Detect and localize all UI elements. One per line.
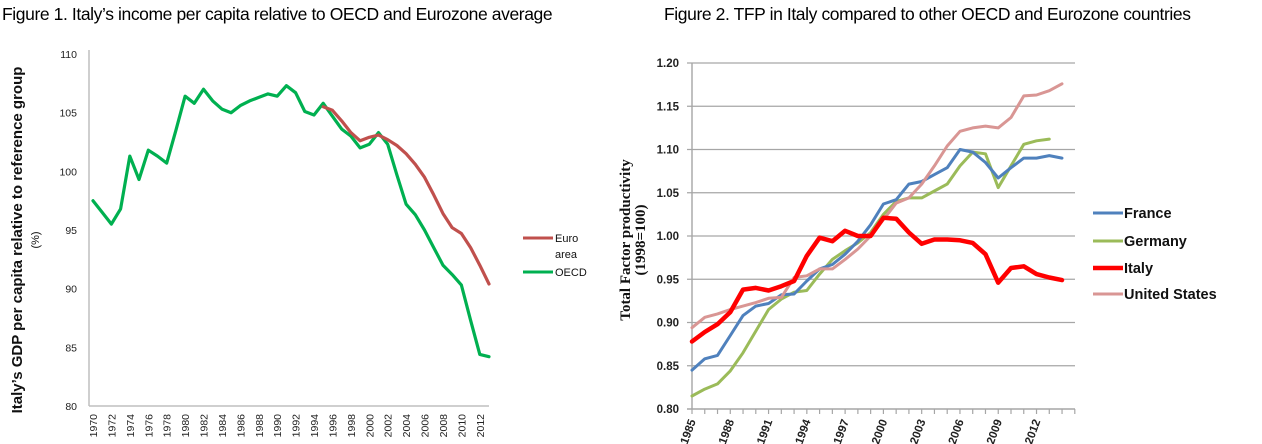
y-tick-label: 0.80 xyxy=(657,404,679,416)
x-tick-label: 1976 xyxy=(143,414,155,438)
x-tick-label: 2008 xyxy=(438,414,450,438)
x-tick-label: 1978 xyxy=(162,414,174,438)
y-axis-subtitle: (1998=100) xyxy=(633,204,649,275)
y-tick-label: 0.90 xyxy=(657,318,679,330)
x-tick-label: 1991 xyxy=(755,417,775,444)
x-tick-label: 2010 xyxy=(456,414,468,438)
y-axis-subtitle: (%) xyxy=(30,231,42,248)
x-tick-label: 1998 xyxy=(346,414,358,438)
y-tick-label: 90 xyxy=(65,284,77,296)
y-tick-label: 1.10 xyxy=(657,145,679,157)
legend-label: Germany xyxy=(1124,234,1187,250)
x-tick-label: 1990 xyxy=(272,414,284,438)
x-tick-label: 2002 xyxy=(383,414,395,438)
y-tick-label: 0.95 xyxy=(657,274,680,286)
x-tick-label: 2003 xyxy=(908,418,928,444)
series-line-france xyxy=(690,148,1064,372)
y-tick-label: 85 xyxy=(65,342,77,354)
x-tick-label: 2000 xyxy=(870,418,890,444)
y-axis-title: Total Factor productivity xyxy=(618,159,634,321)
legend-label: France xyxy=(1124,206,1172,222)
y-tick-label: 0.85 xyxy=(657,361,680,373)
y-tick-label: 100 xyxy=(59,166,77,178)
x-tick-label: 1988 xyxy=(254,414,266,438)
legend-label: Euro xyxy=(555,233,578,245)
x-tick-label: 2006 xyxy=(420,414,432,438)
series-line-oecd xyxy=(91,84,491,359)
x-tick-label: 1992 xyxy=(291,414,303,438)
x-tick-label: 2009 xyxy=(985,418,1005,444)
figure-2-title: Figure 2. TFP in Italy compared to other… xyxy=(664,4,1191,24)
x-tick-label: 2006 xyxy=(947,418,967,444)
legend-label: area xyxy=(555,249,578,261)
x-tick-label: 1996 xyxy=(327,414,339,438)
y-axis-title: Italy’s GDP per capita relative to refer… xyxy=(9,67,26,414)
figure-1-title: Figure 1. Italy’s income per capita rela… xyxy=(2,4,553,24)
legend-label: United States xyxy=(1124,287,1217,303)
series-line-germany xyxy=(690,137,1051,398)
x-tick-label: 1997 xyxy=(832,418,852,444)
x-tick-label: 1985 xyxy=(679,417,699,444)
series-line-italy xyxy=(689,215,1065,344)
x-tick-label: 1988 xyxy=(717,417,737,444)
x-tick-label: 1982 xyxy=(199,414,211,438)
x-tick-label: 1984 xyxy=(217,414,229,438)
legend-label: OECD xyxy=(555,267,587,279)
x-tick-label: 1974 xyxy=(125,414,137,438)
y-tick-label: 80 xyxy=(65,401,77,413)
y-tick-label: 1.20 xyxy=(657,58,679,70)
series-line-euro-area xyxy=(321,105,491,286)
x-tick-label: 1972 xyxy=(106,414,118,438)
x-tick-label: 1994 xyxy=(794,417,814,444)
y-tick-label: 1.00 xyxy=(657,231,679,243)
x-tick-label: 2004 xyxy=(401,414,413,438)
x-tick-label: 2012 xyxy=(1023,418,1043,444)
y-tick-label: 110 xyxy=(60,49,77,61)
y-tick-label: 95 xyxy=(65,225,77,237)
x-tick-label: 1986 xyxy=(235,414,247,438)
x-tick-label: 1970 xyxy=(88,414,100,438)
legend-label: Italy xyxy=(1124,261,1153,277)
y-tick-label: 105 xyxy=(59,108,77,120)
y-tick-label: 1.15 xyxy=(657,101,680,113)
x-tick-label: 2000 xyxy=(364,414,376,438)
x-tick-label: 1994 xyxy=(309,414,321,438)
x-tick-label: 1980 xyxy=(180,414,192,438)
y-tick-label: 1.05 xyxy=(657,188,680,200)
x-tick-label: 2012 xyxy=(475,414,487,438)
figure-1-chart: 80 85 90 95 100 105 110 1970 1972 1974 1976 1978 198… xyxy=(9,49,587,438)
